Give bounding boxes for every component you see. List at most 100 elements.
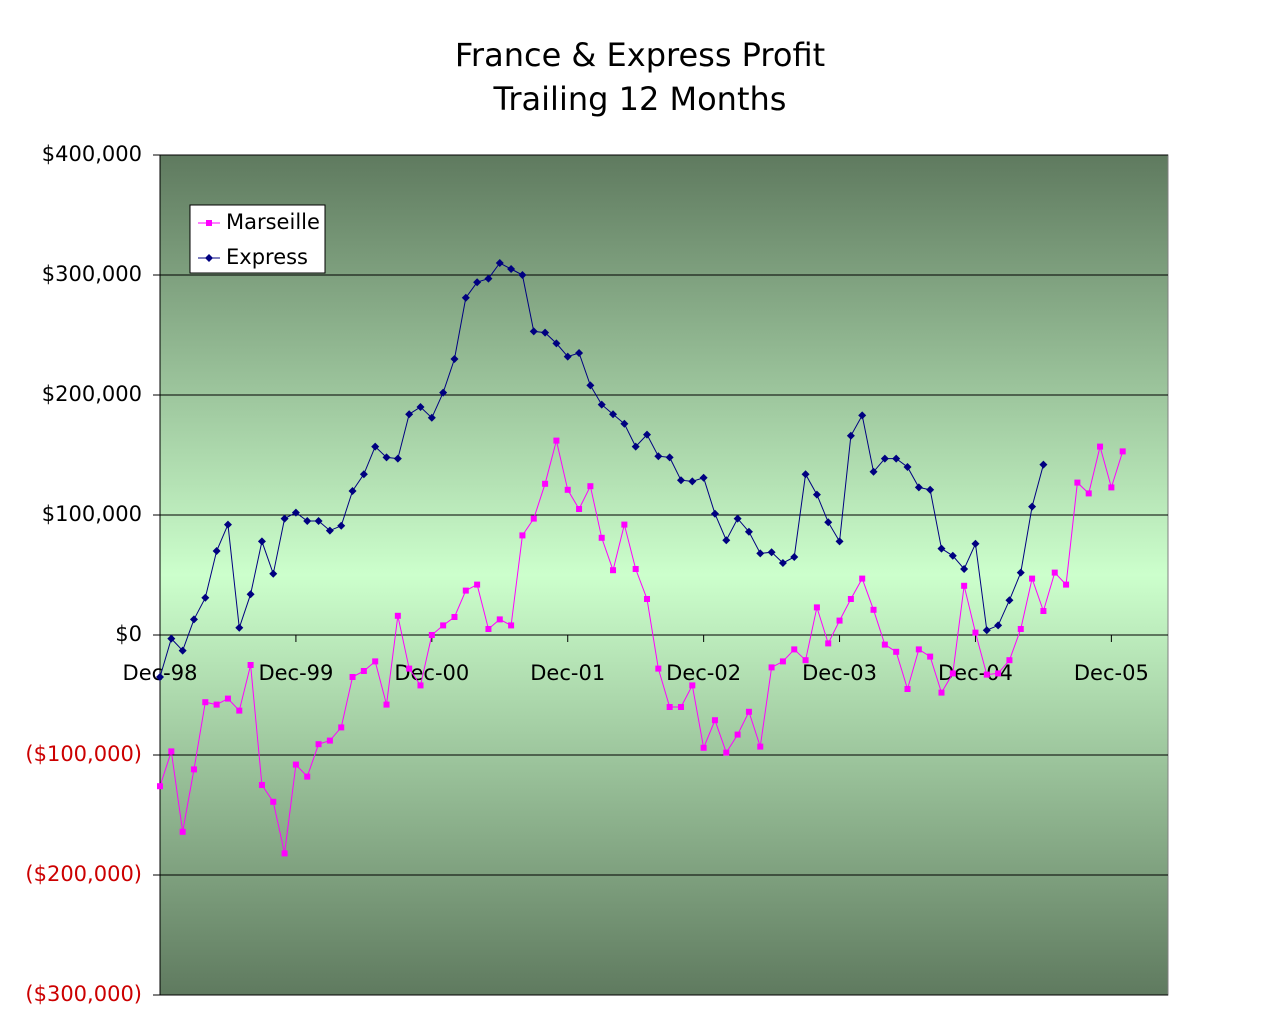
- marker: [541, 328, 550, 337]
- marker: [326, 737, 333, 744]
- marker: [1017, 626, 1024, 632]
- marker: [291, 508, 300, 517]
- marker: [881, 641, 888, 648]
- marker: [247, 662, 254, 668]
- marker: [461, 293, 470, 302]
- marker: [972, 629, 979, 636]
- marker: [564, 486, 571, 493]
- marker: [507, 265, 516, 273]
- legend-box: [189, 204, 326, 274]
- marker: [654, 452, 663, 461]
- marker: [223, 520, 232, 529]
- x-tick-label: Dec-03: [802, 661, 877, 685]
- marker: [406, 665, 413, 672]
- marker: [576, 506, 583, 512]
- x-tick-label: Dec-04: [938, 661, 1013, 685]
- marker: [927, 653, 934, 660]
- x-tick-label: Dec-05: [1074, 661, 1149, 685]
- marker: [1040, 608, 1047, 614]
- marker: [519, 532, 526, 539]
- marker: [688, 477, 697, 486]
- marker: [338, 724, 345, 731]
- marker: [971, 539, 980, 548]
- x-tick-label: Dec-02: [666, 661, 741, 685]
- marker: [870, 606, 877, 613]
- marker: [586, 381, 595, 390]
- marker: [246, 590, 255, 599]
- legend-label: Marseille: [226, 210, 320, 234]
- marker: [632, 566, 639, 572]
- marker: [201, 593, 210, 602]
- y-tick-label: $100,000: [42, 502, 142, 526]
- marker: [948, 551, 957, 560]
- marker: [711, 717, 718, 724]
- marker: [869, 467, 878, 476]
- chart-subtitle: Trailing 12 Months: [493, 80, 787, 118]
- marker: [281, 850, 288, 857]
- marker: [529, 327, 538, 336]
- marker: [880, 454, 889, 463]
- marker: [212, 547, 221, 555]
- marker: [621, 521, 628, 528]
- marker: [563, 352, 572, 361]
- marker: [914, 483, 923, 492]
- marker: [417, 682, 424, 689]
- marker: [213, 701, 220, 708]
- marker: [847, 596, 854, 602]
- marker: [168, 748, 175, 755]
- marker: [1119, 448, 1126, 455]
- marker: [938, 689, 945, 696]
- marker: [858, 411, 867, 420]
- marker: [609, 410, 618, 419]
- marker: [440, 622, 447, 629]
- marker: [699, 473, 708, 482]
- marker: [235, 623, 244, 632]
- chart-title: France & Express Profit: [455, 36, 825, 74]
- marker: [903, 463, 912, 471]
- marker: [756, 549, 765, 558]
- marker: [665, 453, 674, 462]
- marker: [508, 622, 515, 629]
- marker: [315, 741, 322, 748]
- marker: [202, 699, 209, 706]
- marker: [206, 220, 212, 226]
- marker: [801, 470, 810, 479]
- marker: [757, 743, 764, 750]
- marker: [597, 400, 606, 409]
- marker: [1016, 568, 1025, 577]
- marker: [156, 673, 164, 681]
- marker: [778, 559, 787, 567]
- marker: [620, 419, 629, 428]
- marker: [825, 640, 832, 647]
- marker: [655, 665, 662, 672]
- marker: [689, 682, 696, 689]
- marker: [926, 485, 935, 494]
- marker: [405, 410, 414, 419]
- marker: [553, 437, 560, 444]
- marker: [1051, 569, 1058, 576]
- marker: [677, 704, 684, 710]
- marker: [236, 707, 243, 714]
- marker: [1097, 443, 1104, 450]
- marker: [744, 527, 753, 536]
- marker: [960, 565, 969, 573]
- marker: [359, 470, 368, 479]
- marker: [383, 701, 390, 708]
- y-tick-label: $200,000: [42, 382, 142, 406]
- marker: [1039, 460, 1048, 469]
- marker: [892, 454, 901, 463]
- marker: [427, 413, 436, 422]
- marker: [258, 782, 265, 788]
- marker: [394, 612, 401, 619]
- marker: [428, 632, 435, 638]
- marker: [937, 544, 946, 553]
- marker: [1063, 581, 1070, 588]
- marker: [791, 646, 798, 653]
- marker: [280, 514, 289, 523]
- marker: [835, 537, 844, 546]
- marker: [190, 766, 197, 773]
- marker: [859, 575, 866, 582]
- marker: [439, 388, 448, 397]
- marker: [643, 430, 652, 439]
